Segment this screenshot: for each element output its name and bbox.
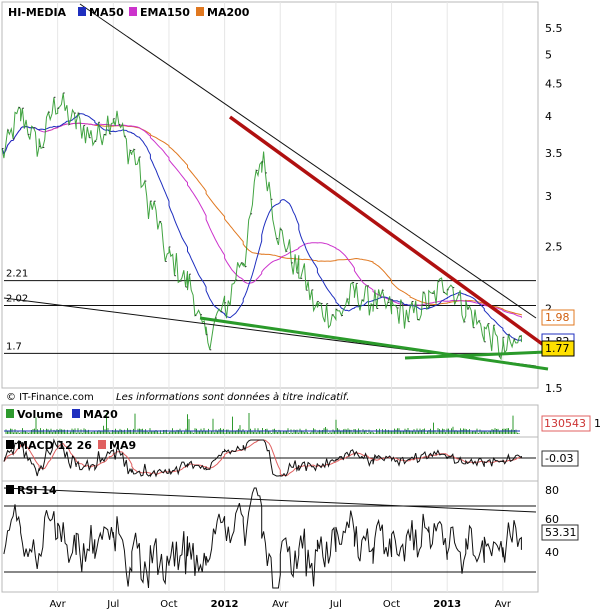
price-y-axis: 5.5 5 4.5 4 3.5 3 2.5 2 1.5 xyxy=(545,22,563,395)
price-y-tick: 2.5 xyxy=(545,240,563,253)
vol-ma20-legend-swatch xyxy=(72,409,80,418)
source-credit: © IT-Finance.com xyxy=(6,392,94,403)
price-y-tick: 4.5 xyxy=(545,78,563,91)
disclaimer: Les informations sont données à titre in… xyxy=(116,391,349,403)
price-badge-box xyxy=(541,309,575,326)
price-badge-box xyxy=(541,340,575,357)
price-y-tick: 3.5 xyxy=(545,147,563,160)
rsi-axis: 80 60 40 53.31 xyxy=(541,484,579,559)
x-tick-label: Avr xyxy=(50,599,67,610)
vol-ma20-legend-label: MA20 xyxy=(83,408,118,421)
price-legend: HI-MEDIA MA50 EMA150 MA200 xyxy=(8,6,250,19)
x-tick-label: Oct xyxy=(160,599,177,610)
level-label: 2.02 xyxy=(6,294,28,305)
rsi-badge-text: 53.31 xyxy=(545,526,577,539)
x-tick-label: Oct xyxy=(383,599,400,610)
x-tick-label: Jul xyxy=(329,599,342,610)
volume-legend: Volume MA20 xyxy=(6,408,118,421)
price-y-tick: 2 xyxy=(545,302,552,315)
ma50-line xyxy=(1,113,522,341)
volume-bars xyxy=(4,412,520,434)
rsi-tick-40: 40 xyxy=(545,546,559,559)
macd-line xyxy=(3,438,522,478)
ma200-legend-label: MA200 xyxy=(207,6,250,19)
ma50-series xyxy=(1,113,522,341)
trendlines xyxy=(3,3,549,371)
x-tick-label: Avr xyxy=(495,599,512,610)
macd-legend-label: MACD 12 26 xyxy=(17,439,92,452)
macd-badge: -0.03 xyxy=(541,450,579,467)
rsi-tick-60: 60 xyxy=(545,513,559,526)
rsi-line xyxy=(3,487,522,589)
price-badges: 1.981.821.77 xyxy=(541,309,575,357)
ma200-legend-swatch xyxy=(196,7,204,16)
price-line xyxy=(1,92,522,361)
ma50-legend-label: MA50 xyxy=(89,6,124,19)
volume-legend-swatch xyxy=(6,409,14,418)
x-axis-ticks: Avr Jul Oct 2012 Avr Jul Oct 2013 Avr xyxy=(50,599,512,610)
level-label: 2.21 xyxy=(6,269,28,280)
resistance-trendline xyxy=(228,115,547,348)
vertical-gridlines xyxy=(57,2,504,592)
volume-badge-text: 130543 xyxy=(544,417,586,430)
rsi-series xyxy=(3,487,537,589)
rsi-legend: RSI 14 xyxy=(6,484,57,497)
long-downtrend-line xyxy=(79,3,537,319)
price-y-tick: 5 xyxy=(545,48,552,61)
macd-legend-swatch xyxy=(6,440,14,449)
support-trendline xyxy=(199,316,549,371)
price-series xyxy=(1,92,522,361)
macd-badge-text: -0.03 xyxy=(545,452,573,465)
x-tick-label: 2013 xyxy=(433,599,461,610)
rsi-legend-swatch xyxy=(6,485,14,494)
x-tick-label: 2012 xyxy=(211,599,239,610)
macd-ma9-legend-swatch xyxy=(98,440,106,449)
macd-series xyxy=(3,438,536,478)
price-badge-text: 1.77 xyxy=(545,342,570,355)
ma50-legend-swatch xyxy=(78,7,86,16)
price-y-tick: 5.5 xyxy=(545,22,563,35)
x-tick-label: Jul xyxy=(106,599,119,610)
price-badge-text: 1.98 xyxy=(545,311,570,324)
price-panel-frame xyxy=(1,1,539,389)
ema150-legend-label: EMA150 xyxy=(140,6,190,19)
ema150-legend-swatch xyxy=(129,7,137,16)
volume-badge: 130543 1 xyxy=(541,415,601,432)
rsi-panel-frame xyxy=(1,480,539,593)
x-tick-label: Avr xyxy=(272,599,289,610)
macd-legend: MACD 12 26 MA9 xyxy=(6,439,136,452)
volume-legend-label: Volume xyxy=(17,408,63,421)
price-y-tick: 3 xyxy=(545,190,552,203)
chart-title: HI-MEDIA xyxy=(8,6,67,19)
rsi-trendline xyxy=(3,487,537,513)
rsi-tick-80: 80 xyxy=(545,484,559,497)
price-y-tick: 4 xyxy=(545,110,552,123)
rsi-legend-label: RSI 14 xyxy=(17,484,57,497)
level-label: 1.7 xyxy=(6,341,22,352)
macd-ma9-legend-label: MA9 xyxy=(109,439,136,452)
volume-badge-suffix: 1 xyxy=(594,417,601,430)
price-y-tick: 1.5 xyxy=(545,382,563,395)
short-support-trendline xyxy=(404,350,547,360)
